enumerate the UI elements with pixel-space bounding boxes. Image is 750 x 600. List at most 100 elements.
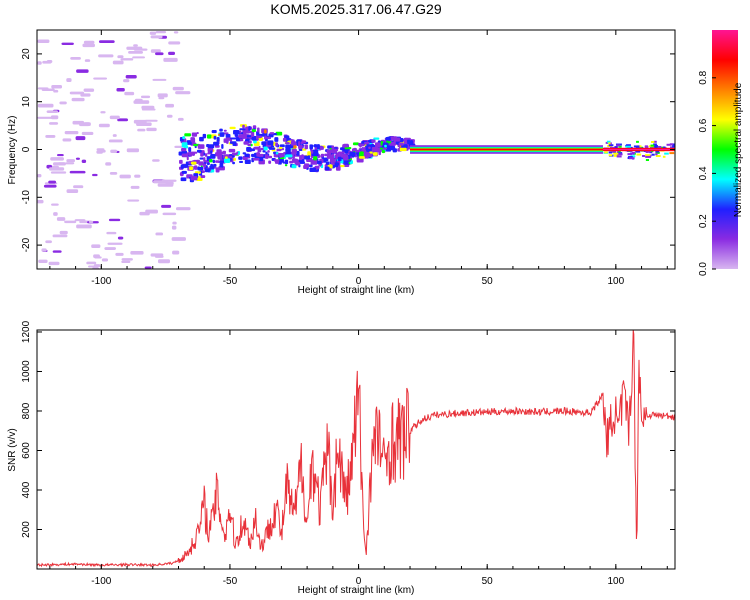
disturbance-blob bbox=[337, 156, 342, 162]
noise-blob bbox=[172, 221, 177, 225]
noise-blob bbox=[70, 57, 81, 60]
disturbance-blob bbox=[343, 154, 348, 157]
snr-y-tick-label: 800 bbox=[21, 402, 32, 419]
noise-blob bbox=[112, 60, 124, 65]
disturbance-blob bbox=[655, 151, 660, 154]
disturbance-blob bbox=[258, 156, 264, 162]
disturbance-blob bbox=[186, 156, 189, 161]
noise-blob bbox=[56, 217, 66, 221]
snr-y-tick-label: 200 bbox=[21, 521, 32, 538]
disturbance-blob bbox=[320, 153, 325, 157]
disturbance-blob bbox=[221, 144, 224, 149]
noise-blob bbox=[128, 51, 143, 54]
disturbance-blob bbox=[394, 137, 401, 142]
disturbance-blob bbox=[313, 144, 318, 148]
disturbance-blob bbox=[651, 153, 655, 156]
noise-blob bbox=[130, 251, 144, 255]
disturbance-blob bbox=[203, 157, 206, 162]
noise-blob bbox=[84, 59, 91, 62]
noise-blob bbox=[83, 88, 95, 92]
noise-blob bbox=[173, 31, 179, 34]
noise-blob bbox=[94, 256, 102, 259]
disturbance-blob bbox=[606, 140, 611, 143]
noise-blob bbox=[108, 218, 121, 222]
disturbance-blob bbox=[264, 154, 269, 159]
disturbance-blob bbox=[182, 136, 186, 140]
noise-blob bbox=[83, 40, 95, 44]
noise-blob bbox=[115, 252, 124, 256]
noise-blob bbox=[92, 173, 98, 177]
disturbance-blob bbox=[361, 146, 364, 152]
disturbance-blob bbox=[324, 166, 330, 171]
noise-blob bbox=[126, 46, 143, 50]
disturbance-blob bbox=[298, 141, 301, 147]
disturbance-blob bbox=[200, 151, 204, 157]
disturbance-blob bbox=[224, 156, 228, 159]
noise-blob bbox=[109, 115, 120, 120]
disturbance-blob bbox=[215, 160, 220, 163]
disturbance-blob bbox=[244, 153, 250, 158]
disturbance-blob bbox=[309, 167, 317, 173]
disturbance-blob bbox=[209, 165, 215, 170]
noise-blob bbox=[146, 127, 157, 132]
disturbance-blob bbox=[246, 135, 252, 138]
disturbance-blob bbox=[204, 153, 208, 157]
noise-blob bbox=[37, 174, 42, 178]
noise-blob bbox=[66, 159, 75, 163]
noise-blob bbox=[107, 242, 123, 245]
disturbance-blob bbox=[196, 149, 202, 153]
colorbar-tick-label: 0.4 bbox=[698, 166, 709, 180]
disturbance-blob bbox=[262, 150, 266, 153]
disturbance-blob bbox=[616, 144, 621, 147]
noise-blob bbox=[62, 138, 72, 142]
disturbance-blob bbox=[636, 153, 642, 156]
disturbance-blob bbox=[371, 139, 376, 143]
disturbance-blob bbox=[285, 154, 293, 158]
disturbance-blob bbox=[258, 135, 262, 139]
snr-frame bbox=[36, 329, 676, 570]
snr-x-label: Height of straight line (km) bbox=[298, 585, 415, 596]
noise-blob bbox=[98, 123, 110, 128]
noise-blob bbox=[43, 184, 57, 188]
disturbance-blob bbox=[644, 145, 648, 148]
noise-blob bbox=[98, 40, 115, 43]
disturbance-blob bbox=[224, 158, 231, 163]
disturbance-blob bbox=[199, 136, 204, 142]
noise-blob bbox=[41, 248, 47, 252]
disturbance-blob bbox=[636, 140, 639, 143]
disturbance-blob bbox=[614, 146, 618, 149]
disturbance-blob bbox=[256, 152, 260, 157]
disturbance-blob bbox=[282, 137, 287, 142]
noise-blob bbox=[171, 237, 186, 241]
disturbance-blob bbox=[238, 156, 243, 160]
disturbance-blob bbox=[284, 164, 288, 167]
disturbance-blob bbox=[366, 148, 371, 152]
colorbar-tick-label: 0.6 bbox=[698, 118, 709, 132]
disturbance-blob bbox=[650, 144, 655, 147]
noise-blob bbox=[141, 105, 155, 110]
disturbance-blob bbox=[229, 126, 236, 130]
disturbance-blob bbox=[617, 150, 620, 153]
disturbance-blob bbox=[352, 142, 359, 146]
disturbance-blob bbox=[244, 159, 251, 164]
disturbance-blob bbox=[219, 132, 225, 137]
disturbance-blob bbox=[243, 131, 247, 135]
disturbance-blob bbox=[194, 171, 201, 174]
disturbance-blob bbox=[304, 144, 308, 150]
disturbance-blob bbox=[222, 150, 226, 155]
disturbance-blob bbox=[363, 152, 368, 157]
noise-blob bbox=[137, 128, 146, 132]
disturbance-blob bbox=[285, 144, 291, 149]
noise-blob bbox=[37, 87, 49, 90]
noise-blob bbox=[101, 258, 109, 262]
disturbance-blob bbox=[198, 161, 204, 166]
noise-blob bbox=[134, 174, 141, 178]
noise-blob bbox=[166, 114, 173, 118]
noise-blob bbox=[75, 136, 86, 141]
noise-blob bbox=[61, 42, 74, 45]
colorbar-tick-label: 0.8 bbox=[698, 70, 709, 84]
noise-blob bbox=[65, 162, 75, 165]
disturbance-blob bbox=[651, 140, 655, 143]
noise-blob bbox=[98, 54, 114, 58]
disturbance-blob bbox=[191, 161, 197, 165]
